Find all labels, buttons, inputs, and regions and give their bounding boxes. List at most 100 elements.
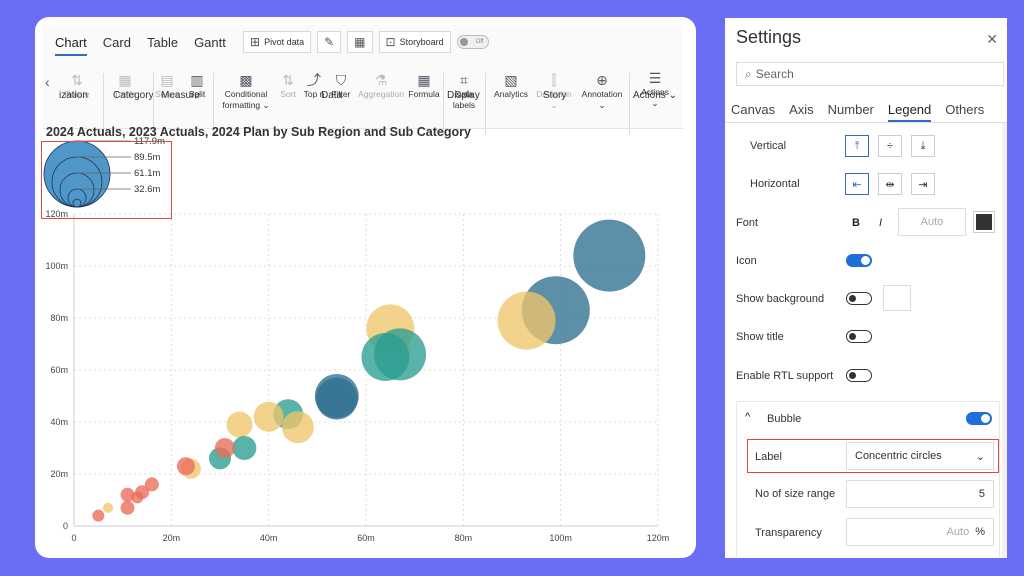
- align-right-button[interactable]: ⇥: [911, 173, 935, 195]
- align-left-button[interactable]: ⇤: [845, 173, 869, 195]
- show-background-toggle[interactable]: [846, 292, 872, 305]
- group-actions-label: Actions: [633, 90, 666, 101]
- actions-label: Actions: [641, 87, 669, 97]
- storyboard-button[interactable]: ⊡ Storyboard: [378, 31, 451, 53]
- sliders-icon: ☰: [648, 70, 662, 86]
- show-title-label: Show title: [736, 331, 784, 343]
- series-label: Series: [154, 89, 180, 99]
- sort-label: Sort: [280, 89, 296, 99]
- size-range-label: No of size range: [755, 488, 836, 500]
- tab-number[interactable]: Number: [827, 102, 874, 117]
- y-tick-label: 80m: [50, 313, 68, 323]
- data-labels-label-1: Data: [455, 89, 473, 99]
- aggregation-button[interactable]: ⚗ Aggregation: [355, 71, 407, 100]
- topn-button[interactable]: ⤴ Top n: [301, 71, 327, 100]
- transparency-input[interactable]: Auto%: [846, 518, 994, 546]
- split-label: Split: [188, 89, 206, 99]
- deviation-button[interactable]: ⫿ Deviation ⌄: [533, 71, 575, 111]
- bubble-point: [120, 500, 135, 515]
- bubble-point: [497, 291, 556, 350]
- bubble-point: [573, 219, 646, 292]
- formula-button[interactable]: ▦ Formula: [407, 71, 441, 100]
- pivot-data-button[interactable]: ⊞ Pivot data: [243, 31, 312, 53]
- align-middle-button[interactable]: ÷: [878, 135, 902, 157]
- panel-title: Settings: [736, 27, 802, 47]
- align-center-button[interactable]: ⇹: [878, 173, 902, 195]
- storyboard-label: Storyboard: [399, 37, 444, 47]
- tab-chart[interactable]: Chart: [55, 35, 87, 56]
- bubble-point: [120, 487, 135, 502]
- tab-card[interactable]: Card: [102, 35, 131, 50]
- search-input[interactable]: ⌕ Search: [736, 62, 1004, 86]
- panel-scrollbar[interactable]: [1002, 123, 1007, 558]
- size-legend-label: 61.1m: [134, 168, 160, 179]
- background-color-picker[interactable]: [883, 285, 911, 311]
- formatting-label: formatting: [222, 100, 261, 110]
- conditional-formatting-icon: ▩: [239, 72, 253, 88]
- tab-table[interactable]: Table: [146, 35, 179, 50]
- size-legend-label: 89.5m: [134, 152, 160, 163]
- tab-gantt[interactable]: Gantt: [194, 35, 226, 50]
- percent-label: %: [975, 526, 985, 538]
- label-select[interactable]: Concentric circles ⌄: [846, 442, 994, 470]
- filter-button[interactable]: ⛉ Filter: [329, 71, 353, 100]
- close-icon[interactable]: ✕: [986, 31, 998, 47]
- vertical-label: Vertical: [750, 140, 787, 152]
- rtl-toggle[interactable]: [846, 369, 872, 382]
- size-legend-circle: [72, 198, 82, 208]
- storyboard-toggle[interactable]: Off: [456, 35, 489, 49]
- tab-others[interactable]: Others: [945, 102, 985, 117]
- chart-axes: 00 20m 20m 40m 40m 60m 60m 80m 80m 100m 100m 120m 12…: [45, 209, 669, 543]
- series-icon: ▤: [160, 72, 174, 88]
- analytics-icon: ▧: [504, 72, 518, 88]
- bubble-chart: 00 20m 20m 40m 40m 60m 60m 80m 80m 100m 100m 120m 12…: [43, 136, 669, 543]
- italic-button[interactable]: I: [879, 217, 883, 229]
- bubble-toggle[interactable]: [966, 412, 992, 425]
- data-labels-button[interactable]: ⌗ Data labels: [449, 71, 479, 111]
- size-range-input[interactable]: 5: [846, 480, 994, 508]
- group-data: Data: [321, 90, 343, 101]
- bubble-point: [315, 377, 358, 420]
- icon-toggle[interactable]: [846, 254, 872, 267]
- ribbon-scroll-left[interactable]: ‹: [45, 73, 50, 91]
- pivot-label: Pivot data: [264, 37, 305, 47]
- formula-icon: ▦: [417, 72, 431, 88]
- annotation-button[interactable]: ⊕ Annotation ⌄: [579, 71, 625, 111]
- tab-legend[interactable]: Legend: [887, 102, 932, 122]
- paint-button[interactable]: ✎: [317, 31, 342, 53]
- y-tick-label: 20m: [50, 469, 68, 479]
- font-color-picker[interactable]: [973, 211, 995, 233]
- group-display: Display: [447, 90, 480, 101]
- table-edit-button[interactable]: ▦: [347, 31, 373, 53]
- sort-button[interactable]: ⇅ Sort: [277, 71, 299, 100]
- y-tick-label: 120m: [45, 209, 68, 219]
- trellis-button[interactable]: ▦ Trellis: [109, 71, 141, 100]
- chart-toolbar: Chart Card Table Gantt ⊞ Pivot data ✎ ▦ ⊡…: [43, 25, 683, 135]
- conditional-formatting-button[interactable]: ▩ Conditional formatting ⌄: [219, 71, 273, 111]
- chevron-left-icon: ‹: [45, 74, 50, 90]
- show-title-toggle[interactable]: [846, 330, 872, 343]
- align-top-button[interactable]: ⤒: [845, 135, 869, 157]
- analytics-button[interactable]: ▧ Analytics: [491, 71, 531, 100]
- rotate-button[interactable]: ⇅ Rotate: [61, 71, 93, 100]
- tab-canvas[interactable]: Canvas: [731, 102, 776, 117]
- label-select-value: Concentric circles: [855, 450, 942, 462]
- actions-button[interactable]: ☰ Actions ⌄: [637, 69, 673, 109]
- tab-axis[interactable]: Axis: [789, 102, 814, 117]
- annotation-icon: ⊕: [596, 72, 608, 88]
- series-button[interactable]: ▤ Series: [153, 71, 181, 100]
- show-background-label: Show background: [736, 293, 825, 305]
- bubble-point: [131, 491, 144, 504]
- chevron-up-icon[interactable]: ^: [745, 411, 751, 423]
- deviation-icon: ⫿: [551, 72, 557, 88]
- font-size-input[interactable]: Auto: [898, 208, 966, 236]
- align-bottom-button[interactable]: ⤓: [911, 135, 935, 157]
- bubble-point: [214, 438, 235, 458]
- bubble-point: [226, 411, 253, 438]
- bold-button[interactable]: B: [852, 217, 860, 229]
- ribbon: ‹ ⇅ Rotate ▦ Trellis ▤ Series ▥ Split ▩ Condi…: [43, 67, 683, 123]
- split-button[interactable]: ▥ Split: [183, 71, 211, 100]
- split-icon: ▥: [190, 72, 204, 88]
- deviation-label: Deviation: [536, 89, 572, 99]
- annotation-label: Annotation: [581, 89, 623, 99]
